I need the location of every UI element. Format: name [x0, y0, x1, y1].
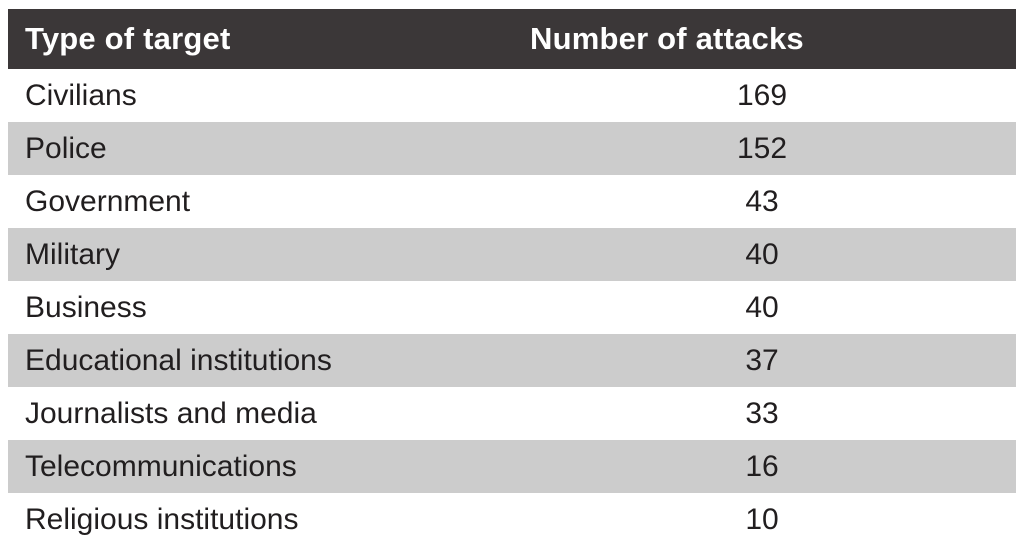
attacks-cell: 10 [745, 502, 779, 536]
target-cell: Police [25, 131, 107, 165]
attacks-cell: 43 [745, 184, 779, 218]
table-row: Government 43 [8, 175, 1016, 228]
attacks-cell: 33 [745, 396, 779, 430]
table-row: Business 40 [8, 281, 1016, 334]
table-row: Civilians 169 [8, 69, 1016, 122]
attacks-table: Type of target Number of attacks Civilia… [8, 9, 1016, 546]
table-row: Police 152 [8, 122, 1016, 175]
table-body: Civilians 169 Police 152 Government 43 M… [8, 69, 1016, 546]
target-cell: Religious institutions [25, 502, 299, 536]
column-header-attacks: Number of attacks [530, 21, 804, 56]
table-row: Journalists and media 33 [8, 387, 1016, 440]
target-cell: Journalists and media [25, 396, 317, 430]
attacks-cell: 40 [745, 290, 779, 324]
table-row: Telecommunications 16 [8, 440, 1016, 493]
attacks-cell: 16 [745, 449, 779, 483]
table-header-row: Type of target Number of attacks [8, 9, 1016, 69]
target-cell: Telecommunications [25, 449, 297, 483]
table-row: Educational institutions 37 [8, 334, 1016, 387]
attacks-cell: 169 [736, 78, 788, 112]
attacks-cell: 40 [745, 237, 779, 271]
target-cell: Educational institutions [25, 343, 332, 377]
target-cell: Business [25, 290, 147, 324]
attacks-cell: 37 [745, 343, 779, 377]
table-row: Religious institutions 10 [8, 493, 1016, 546]
target-cell: Military [25, 237, 120, 271]
column-header-target: Type of target [25, 21, 231, 56]
target-cell: Government [25, 184, 191, 218]
table-row: Military 40 [8, 228, 1016, 281]
attacks-cell: 152 [736, 131, 788, 165]
target-cell: Civilians [25, 78, 137, 112]
